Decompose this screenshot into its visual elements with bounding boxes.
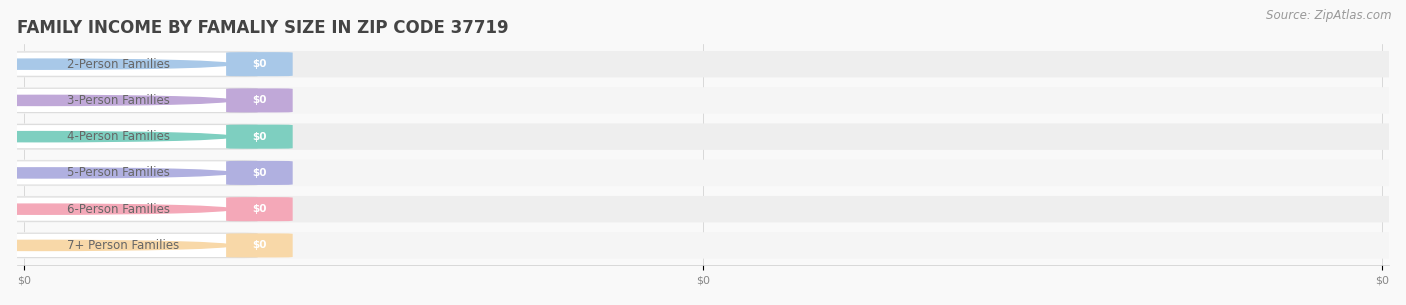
Circle shape bbox=[0, 168, 232, 178]
Text: $0: $0 bbox=[252, 132, 267, 142]
Circle shape bbox=[0, 240, 232, 250]
Text: 5-Person Families: 5-Person Families bbox=[67, 167, 170, 179]
Circle shape bbox=[0, 59, 232, 69]
Text: 4-Person Families: 4-Person Families bbox=[67, 130, 170, 143]
Text: 6-Person Families: 6-Person Families bbox=[67, 203, 170, 216]
FancyBboxPatch shape bbox=[10, 51, 1396, 77]
Text: $0: $0 bbox=[252, 204, 267, 214]
FancyBboxPatch shape bbox=[226, 161, 292, 185]
FancyBboxPatch shape bbox=[226, 233, 292, 257]
FancyBboxPatch shape bbox=[6, 124, 257, 149]
Text: 2-Person Families: 2-Person Families bbox=[67, 58, 170, 71]
Text: $0: $0 bbox=[252, 168, 267, 178]
Text: FAMILY INCOME BY FAMALIY SIZE IN ZIP CODE 37719: FAMILY INCOME BY FAMALIY SIZE IN ZIP COD… bbox=[17, 19, 509, 37]
Text: $0: $0 bbox=[252, 95, 267, 106]
Circle shape bbox=[0, 95, 232, 106]
Circle shape bbox=[0, 204, 232, 214]
FancyBboxPatch shape bbox=[226, 125, 292, 149]
FancyBboxPatch shape bbox=[10, 160, 1396, 186]
FancyBboxPatch shape bbox=[10, 232, 1396, 259]
Text: 3-Person Families: 3-Person Families bbox=[67, 94, 170, 107]
FancyBboxPatch shape bbox=[226, 197, 292, 221]
FancyBboxPatch shape bbox=[226, 52, 292, 76]
FancyBboxPatch shape bbox=[6, 52, 257, 76]
Text: 7+ Person Families: 7+ Person Families bbox=[67, 239, 180, 252]
FancyBboxPatch shape bbox=[6, 233, 257, 257]
Text: Source: ZipAtlas.com: Source: ZipAtlas.com bbox=[1267, 9, 1392, 22]
Text: $0: $0 bbox=[252, 240, 267, 250]
FancyBboxPatch shape bbox=[6, 197, 257, 221]
FancyBboxPatch shape bbox=[6, 88, 257, 113]
FancyBboxPatch shape bbox=[10, 196, 1396, 222]
FancyBboxPatch shape bbox=[10, 87, 1396, 114]
Text: $0: $0 bbox=[252, 59, 267, 69]
FancyBboxPatch shape bbox=[10, 124, 1396, 150]
Circle shape bbox=[0, 131, 232, 142]
FancyBboxPatch shape bbox=[226, 88, 292, 113]
FancyBboxPatch shape bbox=[6, 161, 257, 185]
